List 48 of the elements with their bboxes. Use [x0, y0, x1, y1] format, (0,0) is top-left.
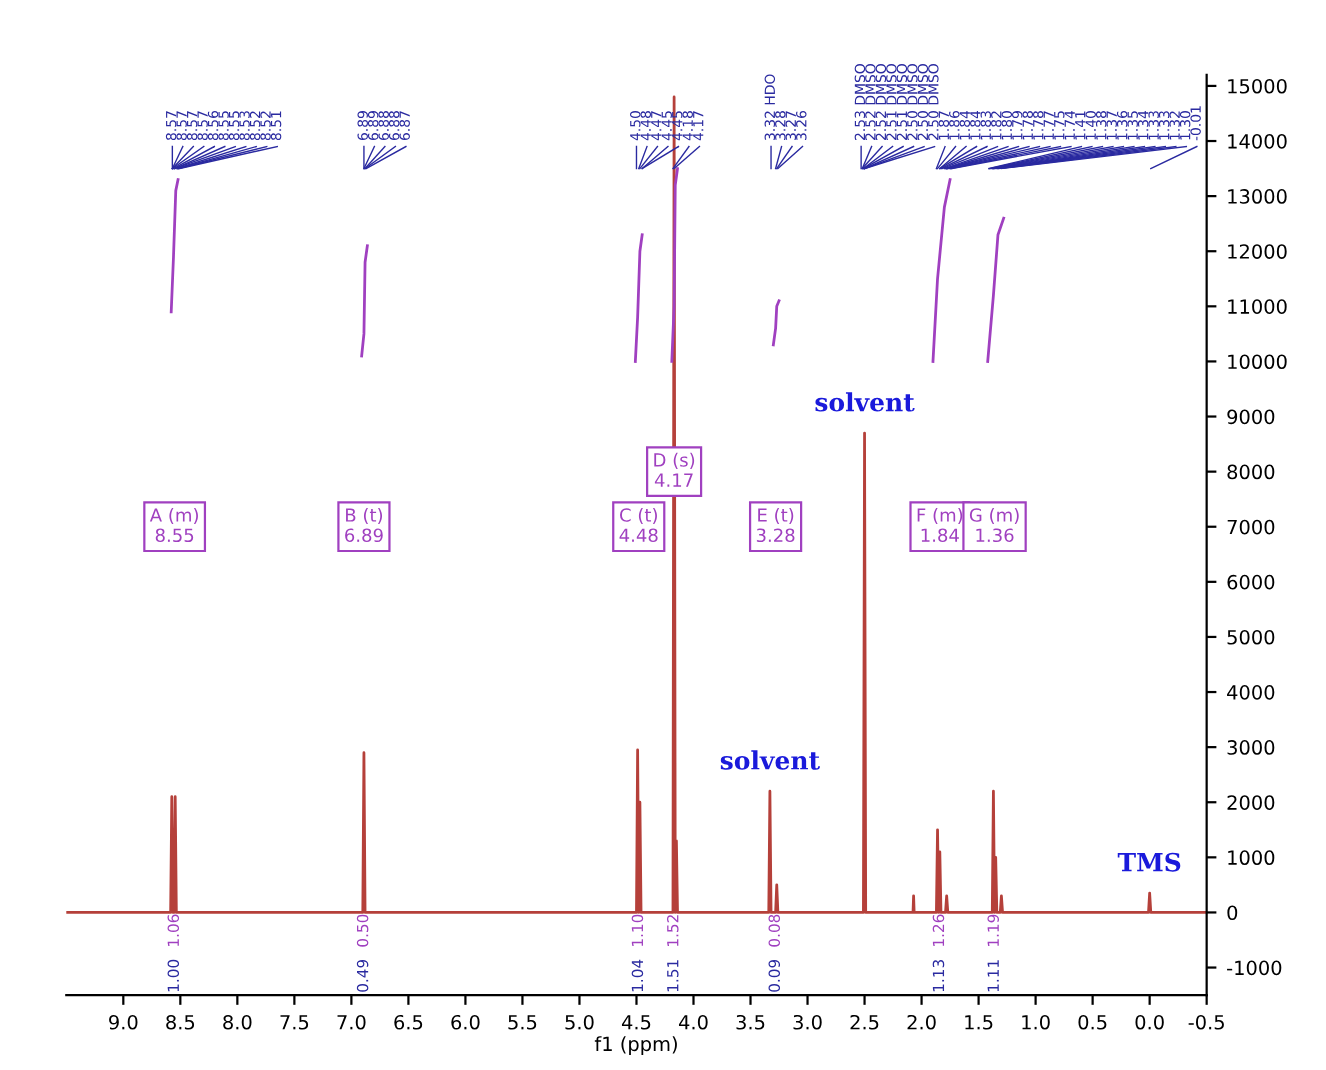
y-tick-label: 13000 [1228, 189, 1287, 204]
x-tick-label: 8.0 [223, 1014, 252, 1030]
x-tick-label: 5.5 [508, 1015, 537, 1030]
x-axis-title: f1 (ppm) [594, 1036, 677, 1055]
annotation: F (m) 1.84 [917, 507, 963, 543]
y-tick-label: 3000 [1227, 740, 1275, 755]
y-tick-label: 9000 [1227, 409, 1275, 425]
annotation: A (m) 8.55 [149, 507, 198, 543]
y-tick-label: 12000 [1228, 244, 1287, 259]
annotation: TMS [1117, 852, 1181, 872]
y-tick-label: 2000 [1227, 795, 1275, 810]
y-tick-label: 0 [1227, 905, 1238, 921]
y-tick-label: 5000 [1227, 629, 1275, 645]
y-tick-label: 7000 [1227, 519, 1275, 535]
x-tick-label: -0.5 [1188, 1014, 1224, 1030]
annotation: solvent [815, 392, 915, 412]
x-tick-label: 7.5 [280, 1015, 309, 1030]
annotation: E (t) 3.28 [756, 507, 795, 543]
x-tick-label: 0.5 [1078, 1014, 1107, 1030]
x-tick-label: 7.0 [337, 1014, 366, 1030]
x-tick-label: 8.5 [166, 1014, 195, 1030]
y-tick-label: -1000 [1227, 960, 1282, 976]
x-tick-label: 4.0 [678, 1014, 708, 1030]
y-tick-label: 14000 [1228, 133, 1287, 149]
y-tick-label: 1000 [1228, 850, 1275, 866]
y-tick-label: 11000 [1228, 299, 1287, 314]
y-tick-label: 15000 [1228, 78, 1287, 94]
x-tick-label: 6.5 [394, 1014, 423, 1030]
x-tick-label: 3.5 [736, 1014, 765, 1030]
x-tick-label: 3.0 [793, 1014, 822, 1030]
x-tick-label: 5.0 [565, 1014, 594, 1030]
annotation: B (t) 6.89 [345, 507, 383, 543]
x-tick-label: 4.5 [621, 1015, 651, 1030]
x-tick-label: 1.0 [1022, 1014, 1050, 1030]
y-tick-label: 10000 [1228, 354, 1287, 370]
annotation: G (m) 1.36 [969, 507, 1019, 543]
annotation: solvent [720, 750, 820, 770]
y-tick-label: 4000 [1227, 685, 1275, 700]
x-tick-label: 0.0 [1135, 1014, 1164, 1030]
x-tick-label: 1.5 [965, 1015, 993, 1030]
x-tick-label: 2.0 [907, 1014, 936, 1030]
annotation: C (t) 4.48 [619, 507, 658, 543]
annotation: D (s) 4.17 [654, 452, 695, 487]
x-tick-label: 6.0 [451, 1014, 480, 1030]
y-tick-label: 6000 [1227, 574, 1275, 590]
x-tick-label: 9.0 [109, 1014, 138, 1030]
x-tick-label: 2.5 [850, 1014, 879, 1030]
y-tick-label: 8000 [1227, 464, 1275, 480]
